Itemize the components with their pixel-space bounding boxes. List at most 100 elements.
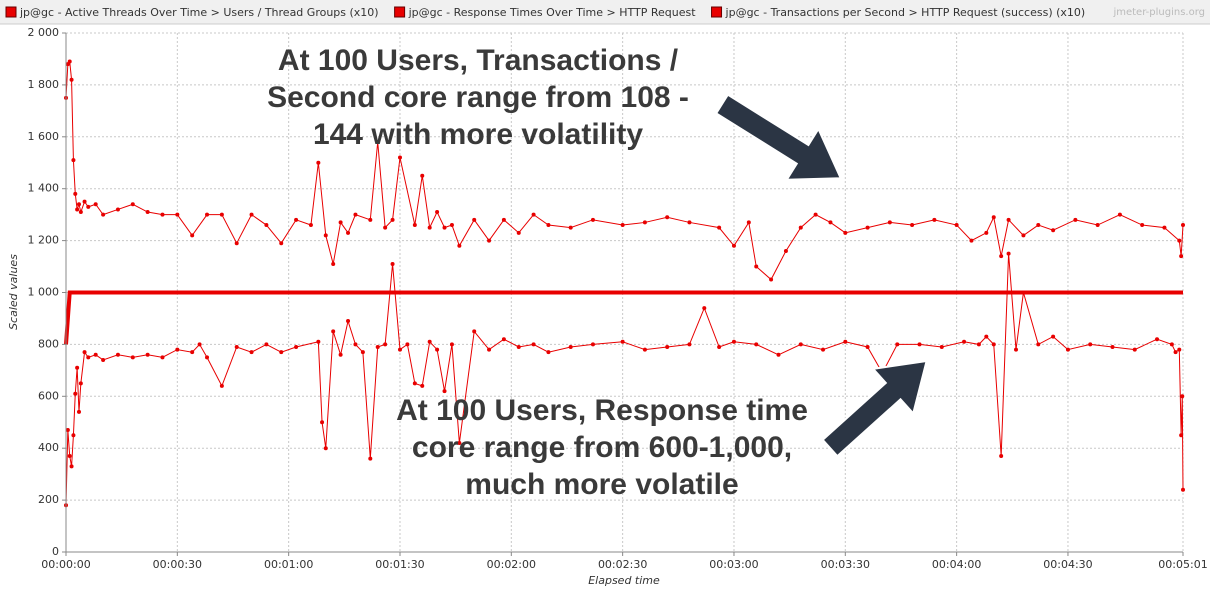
data-point <box>487 238 492 243</box>
data-point <box>160 355 165 360</box>
x-tick-label: 00:01:30 <box>375 558 424 571</box>
data-point <box>531 212 536 217</box>
data-point <box>294 344 299 349</box>
annotation: Second core range from 108 - <box>267 81 689 114</box>
data-point <box>69 464 74 469</box>
data-point <box>843 230 848 235</box>
data-point <box>1036 223 1041 228</box>
data-point <box>821 347 826 352</box>
data-point <box>294 217 299 222</box>
data-point <box>1021 233 1026 238</box>
data-point <box>717 225 722 230</box>
data-point <box>435 210 440 215</box>
data-point <box>798 225 803 230</box>
data-point <box>331 329 336 334</box>
data-point <box>82 199 87 204</box>
data-point <box>620 223 625 228</box>
data-point <box>1155 337 1160 342</box>
data-point <box>1181 223 1185 228</box>
data-point <box>86 204 91 209</box>
data-point <box>590 217 595 222</box>
data-point <box>1051 334 1056 339</box>
data-point <box>76 202 81 207</box>
data-point <box>316 339 321 344</box>
data-point <box>1169 342 1174 347</box>
data-point <box>798 342 803 347</box>
data-point <box>175 347 180 352</box>
data-point <box>405 342 410 347</box>
data-point <box>71 433 76 438</box>
legend-label: jp@gc - Response Times Over Time > HTTP … <box>408 6 697 19</box>
data-point <box>249 350 254 355</box>
data-point <box>234 344 239 349</box>
data-point <box>754 342 759 347</box>
data-point <box>115 207 120 212</box>
data-point <box>910 223 915 228</box>
data-point <box>160 212 165 217</box>
data-point <box>999 453 1004 458</box>
arrow <box>714 93 843 181</box>
data-point <box>1036 342 1041 347</box>
data-point <box>1179 254 1184 259</box>
data-point <box>101 212 106 217</box>
series-line <box>65 60 1184 281</box>
data-point <box>1177 347 1182 352</box>
data-point <box>828 220 833 225</box>
data-point <box>82 350 87 355</box>
data-point <box>323 233 328 238</box>
annotation: core range from 600-1,000, <box>412 431 792 464</box>
data-point <box>101 357 106 362</box>
data-point <box>546 350 551 355</box>
data-point <box>717 344 722 349</box>
x-tick-label: 00:00:00 <box>41 558 90 571</box>
data-point <box>442 389 447 394</box>
data-point <box>687 220 692 225</box>
data-point <box>501 217 506 222</box>
data-point <box>93 202 98 207</box>
data-point <box>568 225 573 230</box>
data-point <box>420 383 425 388</box>
data-point <box>73 191 78 196</box>
data-point <box>427 339 432 344</box>
data-point <box>205 355 210 360</box>
data-point <box>769 277 774 282</box>
y-tick-label: 1 600 <box>28 130 60 143</box>
data-point <box>783 248 788 253</box>
data-point <box>642 347 647 352</box>
data-point <box>1132 347 1137 352</box>
data-point <box>65 428 70 433</box>
data-point <box>316 160 321 165</box>
data-point <box>887 220 892 225</box>
data-point <box>472 217 477 222</box>
data-point <box>501 337 506 342</box>
data-point <box>843 339 848 344</box>
x-tick-label: 00:04:00 <box>932 558 981 571</box>
data-point <box>865 225 870 230</box>
data-point <box>976 342 981 347</box>
data-point <box>264 223 269 228</box>
data-point <box>249 212 254 217</box>
data-point <box>78 210 83 215</box>
legend-label: jp@gc - Transactions per Second > HTTP R… <box>725 6 1086 19</box>
data-point <box>1117 212 1122 217</box>
data-point <box>375 344 380 349</box>
data-point <box>1140 223 1145 228</box>
data-point <box>75 365 80 370</box>
data-point <box>776 352 781 357</box>
y-tick-label: 200 <box>38 493 59 506</box>
data-point <box>487 347 492 352</box>
data-point <box>234 241 239 246</box>
data-point <box>353 212 358 217</box>
data-point <box>702 306 707 311</box>
data-point <box>813 212 818 217</box>
data-point <box>264 342 269 347</box>
x-tick-label: 00:03:30 <box>821 558 870 571</box>
legend-swatch <box>5 6 17 18</box>
x-tick-label: 00:04:30 <box>1043 558 1092 571</box>
data-point <box>991 342 996 347</box>
data-point <box>368 456 373 461</box>
data-point <box>331 261 336 266</box>
data-point <box>516 344 521 349</box>
data-point <box>338 220 343 225</box>
